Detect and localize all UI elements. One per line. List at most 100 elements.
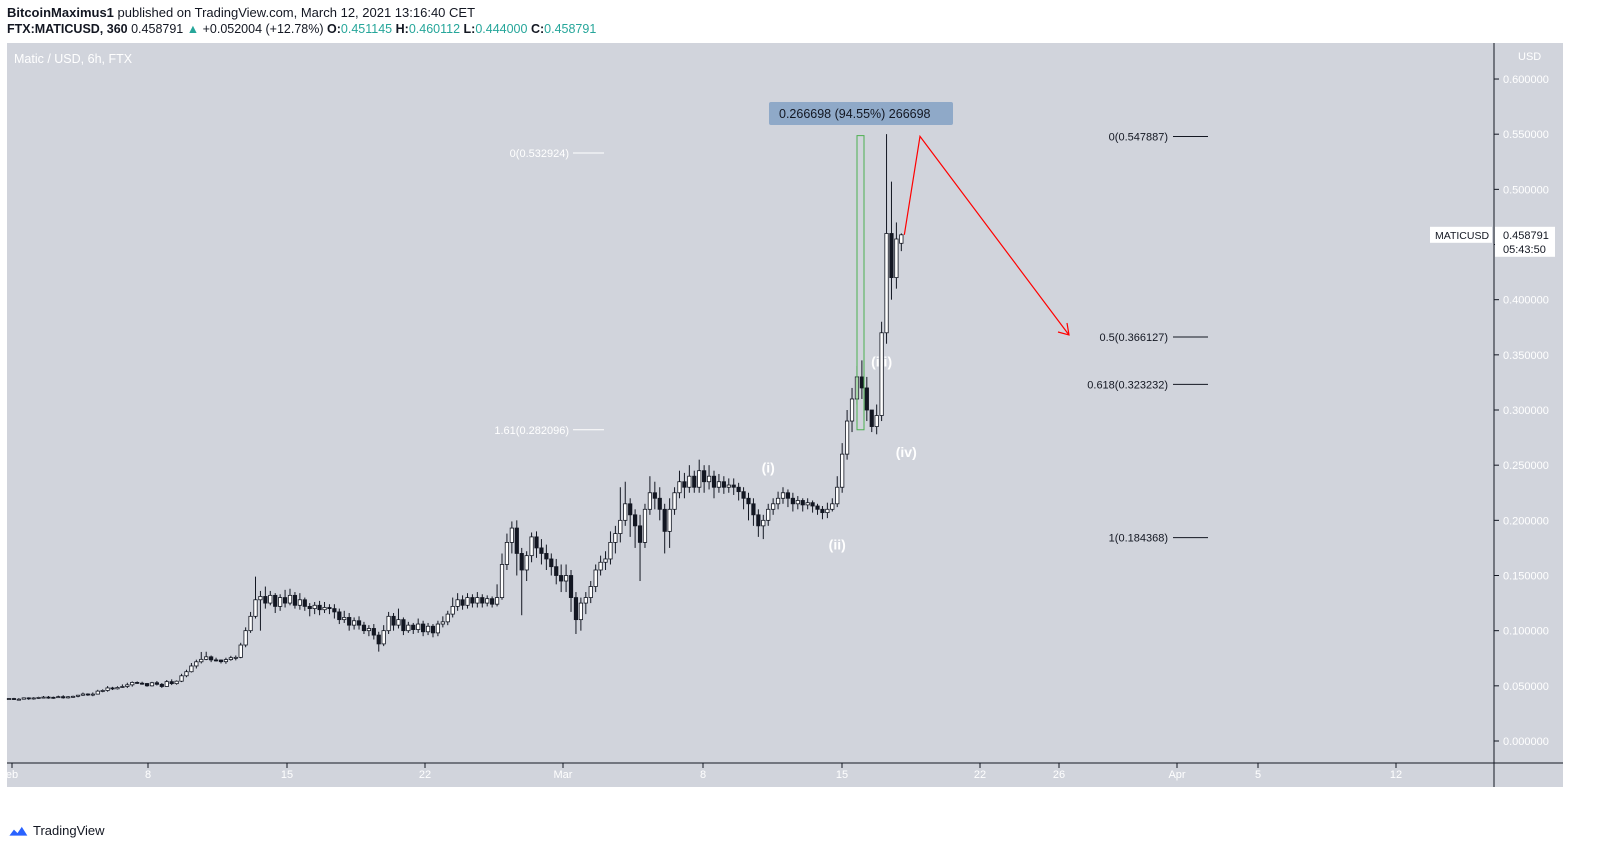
candle-body [421,623,426,633]
candle-body [149,682,155,687]
candle-body [795,500,800,505]
candle-body [80,693,86,696]
candle-body [736,486,741,493]
candle-body [470,597,475,604]
candle-body [702,470,707,483]
x-tick-label: 15 [836,769,848,781]
candle-body [105,687,110,691]
candle-body [450,605,455,615]
candle-body [312,604,317,610]
candle-body [697,470,702,488]
candle-body [322,607,327,611]
x-tick-label: 22 [419,769,431,781]
candle-body [41,696,46,699]
candle-body [559,575,564,582]
candle-body [268,594,273,604]
ohlc-line: FTX:MATICUSD, 360 0.458791 ▲ +0.052004 (… [7,22,596,36]
low-label: L: [463,22,476,36]
close-value: 0.458791 [544,22,597,36]
y-tick-label: 0.550000 [1503,129,1549,141]
candle-body [583,597,588,604]
published-text: published on TradingView.com, March 12, … [113,5,476,20]
candle-body [509,527,514,543]
candle-body [731,484,736,488]
low-value: 0.444000 [475,22,528,36]
tradingview-logo-icon [8,825,28,836]
candle-body [499,564,505,598]
y-tick-label: 0.400000 [1503,295,1549,307]
tradingview-brand[interactable]: TradingView [33,823,105,838]
candle-body [135,682,140,684]
candle-body [56,696,61,699]
candle-body [692,475,697,488]
close-label: C: [530,22,545,36]
candle-body [874,415,879,427]
candle-body [475,597,480,604]
candle-body [351,620,357,626]
candle-body [711,475,717,488]
candle-body [460,599,465,606]
candle-body [879,332,884,416]
author-name[interactable]: BitcoinMaximus1 [7,5,114,20]
candle-body [100,690,105,692]
candle-body [115,687,120,690]
candle-body [608,542,613,560]
x-tick-label: Mar [554,769,573,781]
candle-body [633,514,638,527]
candle-body [726,484,731,488]
y-tick-label: 0.200000 [1503,515,1549,527]
up-arrow-icon: ▲ [186,22,200,36]
candle-body [805,502,810,506]
chart-pane[interactable] [7,43,1494,787]
candle-body [21,697,26,700]
candle-body [356,620,362,626]
candle-body [11,698,17,700]
candle-body [386,615,391,632]
candle-body [830,503,835,510]
candle-body [347,617,352,626]
candle-body [549,558,554,568]
candle-body [278,597,283,607]
x-tick-label: 8 [700,769,706,781]
candle-body [573,597,579,621]
candle-body [253,599,258,617]
projection-path [903,134,1070,336]
candle-body [849,398,855,422]
last-price-label: 0.458791 [1503,230,1549,242]
candle-body [825,508,830,514]
measure-label: 0.266698 (94.55%) 266698 [779,107,931,121]
candle-body [189,665,194,673]
candle-body [741,491,746,499]
candle-body [327,607,332,610]
candle-body [199,658,204,663]
projection-arrow-icon [1057,322,1070,336]
candle-body [820,508,825,514]
candle-body [381,630,386,645]
symbol-interval: FTX:MATICUSD, 360 [7,22,128,36]
candle-body [204,656,209,660]
x-tick-label: 15 [281,769,293,781]
candle-body [125,684,130,687]
candle-body [766,508,771,521]
candle-body [554,566,559,576]
candle-body [761,519,766,527]
candle-body [845,420,850,455]
candle-body [598,561,603,571]
candle-body [411,624,416,630]
candle-body [593,569,598,587]
candle-body [233,656,238,659]
wave-label: (iii) [871,353,892,369]
candle-body [539,547,544,554]
candle-body [519,553,524,571]
candle-body [263,596,268,604]
wave-label: (iv) [896,444,917,460]
candle-body [366,628,371,632]
chart-title: Matic / USD, 6h, FTX [14,52,133,66]
candle-body [209,656,214,661]
candle-body [297,599,302,606]
candle-body [815,505,820,510]
candle-body [184,671,189,677]
candle-body [194,661,199,667]
price-axis[interactable] [1494,43,1563,787]
